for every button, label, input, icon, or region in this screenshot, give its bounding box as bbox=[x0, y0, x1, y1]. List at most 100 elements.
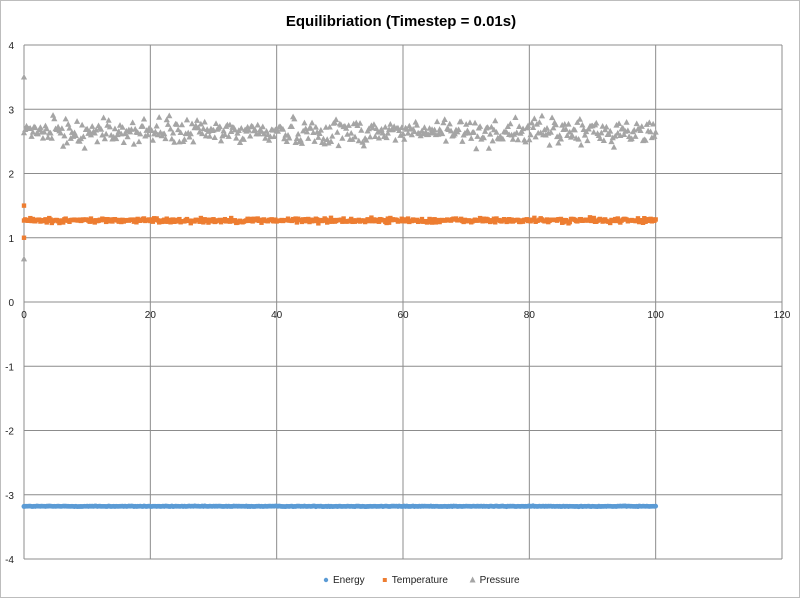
pressure-point bbox=[281, 135, 288, 142]
pressure-point bbox=[547, 129, 554, 135]
temperature-point bbox=[170, 217, 176, 222]
pressure-point bbox=[177, 129, 184, 136]
pressure-point bbox=[599, 123, 606, 129]
pressure-point bbox=[153, 122, 160, 129]
pressure-point bbox=[298, 140, 306, 146]
pressure-point bbox=[65, 121, 72, 127]
pressure-point bbox=[632, 133, 639, 139]
temperature-point bbox=[428, 217, 433, 223]
pressure-point bbox=[212, 120, 220, 127]
temperature-point bbox=[530, 218, 536, 223]
pressure-point bbox=[351, 133, 359, 140]
pressure-point bbox=[612, 132, 619, 139]
pressure-point bbox=[590, 128, 597, 135]
temperature-point bbox=[175, 219, 181, 224]
pressure-point bbox=[247, 132, 254, 139]
pressure-point bbox=[144, 131, 151, 138]
temperature-point bbox=[48, 217, 53, 222]
temperature-point bbox=[398, 218, 403, 224]
pressure-point bbox=[48, 135, 55, 141]
pressure-point bbox=[119, 124, 126, 130]
pressure-point bbox=[186, 133, 193, 140]
pressure-point bbox=[47, 129, 54, 136]
pressure-point bbox=[598, 129, 605, 136]
pressure-point bbox=[360, 142, 367, 149]
pressure-point bbox=[73, 118, 81, 124]
pressure-point bbox=[513, 129, 520, 136]
pressure-point bbox=[325, 139, 332, 146]
pressure-point bbox=[199, 130, 206, 137]
x-tick-label: 80 bbox=[524, 310, 536, 321]
y-tick-label: -2 bbox=[5, 427, 14, 438]
pressure-point bbox=[557, 135, 565, 142]
pressure-point bbox=[473, 145, 480, 152]
pressure-point bbox=[345, 122, 352, 128]
temperature-point bbox=[367, 218, 373, 223]
pressure-point bbox=[63, 139, 71, 146]
x-tick-label: 60 bbox=[397, 310, 409, 321]
pressure-point bbox=[576, 116, 583, 122]
pressure-point bbox=[493, 129, 500, 135]
pressure-initial-point bbox=[20, 73, 28, 80]
temperature-point bbox=[168, 220, 173, 225]
temperature-point bbox=[648, 216, 653, 222]
pressure-point bbox=[652, 128, 659, 135]
chart-title: Equilibriation (Timestep = 0.01s) bbox=[286, 13, 516, 30]
pressure-point bbox=[29, 128, 36, 135]
temperature-point bbox=[405, 216, 411, 221]
x-tick-label: 20 bbox=[145, 310, 157, 321]
pressure-point bbox=[439, 130, 446, 137]
temperature-point bbox=[307, 219, 312, 225]
pressure-point bbox=[236, 139, 244, 145]
pressure-point bbox=[363, 136, 370, 143]
pressure-point bbox=[72, 132, 79, 139]
pressure-point bbox=[370, 121, 378, 127]
temperature-point bbox=[615, 216, 620, 221]
pressure-point bbox=[167, 125, 174, 132]
pressure-point bbox=[408, 131, 415, 138]
pressure-point bbox=[516, 123, 523, 129]
pressure-point bbox=[522, 138, 529, 145]
pressure-point bbox=[240, 136, 247, 142]
pressure-point bbox=[91, 129, 98, 136]
pressure-point bbox=[542, 131, 549, 138]
temperature-point bbox=[493, 220, 498, 225]
pressure-point bbox=[316, 130, 323, 136]
pressure-point bbox=[584, 137, 591, 144]
temperature-point bbox=[432, 217, 437, 222]
pressure-point bbox=[80, 133, 87, 140]
pressure-point bbox=[94, 138, 101, 145]
pressure-point bbox=[58, 125, 65, 131]
pressure-point bbox=[137, 130, 144, 137]
pressure-point bbox=[356, 120, 364, 126]
temperature-point bbox=[258, 217, 263, 223]
pressure-point bbox=[485, 145, 493, 151]
pressure-point bbox=[113, 135, 120, 142]
pressure-point bbox=[293, 135, 300, 141]
temperature-initial-point bbox=[21, 203, 27, 208]
temperature-point bbox=[385, 216, 391, 221]
pressure-point bbox=[216, 123, 223, 130]
pressure-point bbox=[339, 135, 346, 141]
pressure-point bbox=[327, 138, 335, 144]
pressure-point bbox=[164, 121, 172, 127]
pressure-point bbox=[474, 133, 481, 139]
temperature-point bbox=[327, 219, 332, 224]
pressure-point bbox=[420, 130, 427, 137]
pressure-point bbox=[651, 133, 658, 139]
pressure-point bbox=[258, 128, 265, 134]
temperature-point bbox=[204, 217, 210, 223]
temperature-point bbox=[199, 217, 205, 222]
pressure-point bbox=[226, 121, 234, 128]
pressure-point bbox=[603, 123, 610, 130]
temperature-point bbox=[299, 219, 305, 225]
pressure-point bbox=[317, 126, 324, 133]
temperature-point bbox=[369, 215, 374, 220]
pressure-point bbox=[169, 129, 177, 136]
pressure-point bbox=[291, 115, 298, 122]
temperature-point bbox=[314, 217, 320, 222]
pressure-point bbox=[532, 133, 539, 140]
temperature-initial-point bbox=[21, 235, 27, 240]
temperature-point bbox=[490, 219, 495, 224]
